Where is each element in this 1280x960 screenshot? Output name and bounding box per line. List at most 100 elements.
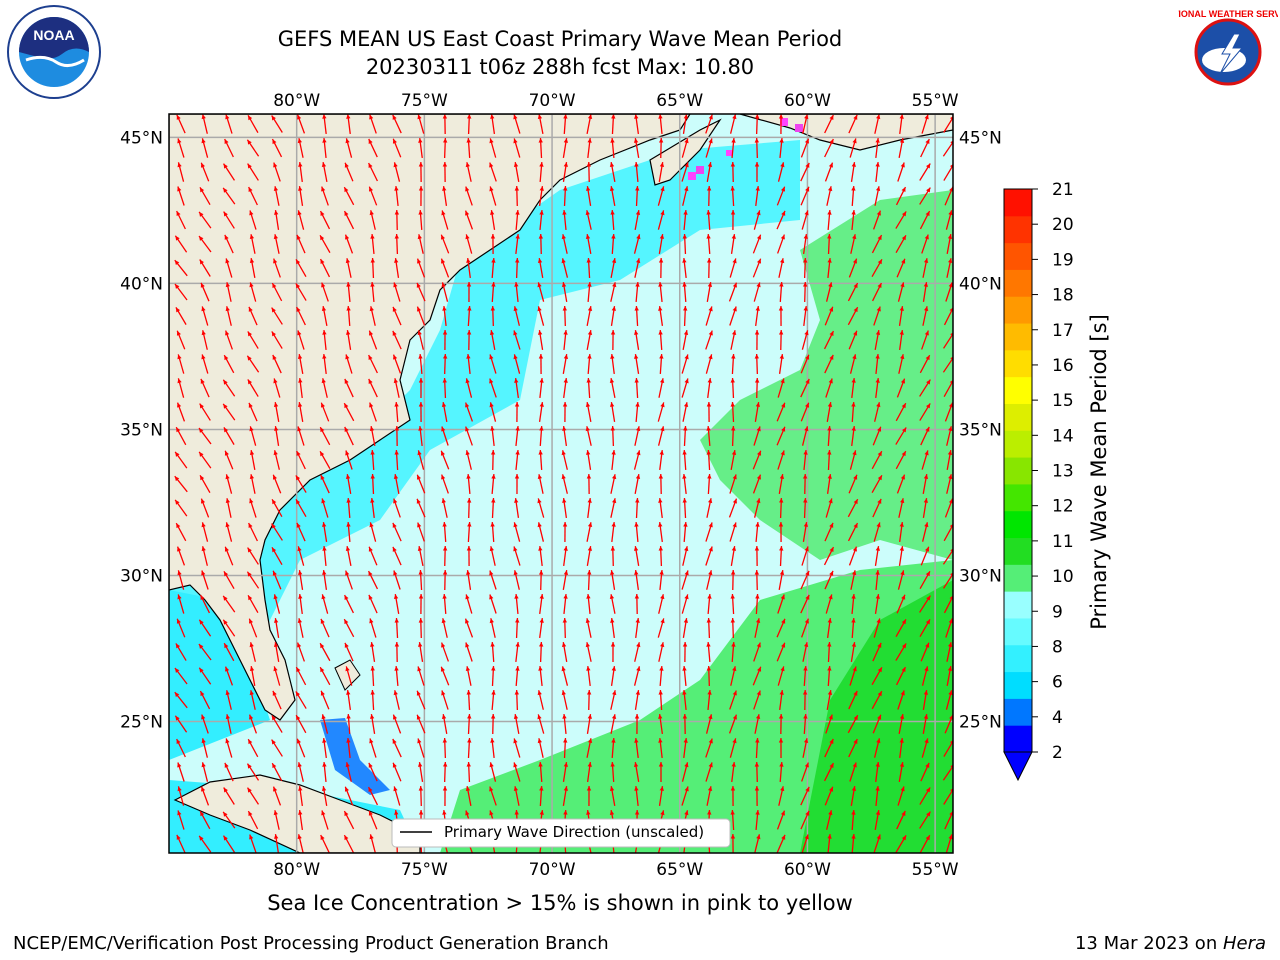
wave-vector-head bbox=[441, 282, 446, 288]
wave-vector-head bbox=[489, 810, 494, 816]
wave-vector-head bbox=[948, 618, 953, 624]
wave-vector-head bbox=[249, 210, 254, 216]
wave-vector-head bbox=[901, 403, 906, 409]
wave-vector-head bbox=[200, 811, 205, 817]
wave-vector-head bbox=[297, 402, 303, 407]
wave-vector-head bbox=[466, 138, 471, 143]
wave-vector-head bbox=[370, 258, 375, 263]
wave-vector-head bbox=[176, 618, 181, 624]
wave-vector-head bbox=[924, 306, 929, 312]
colorbar-segment bbox=[1004, 376, 1032, 404]
wave-vector-head bbox=[198, 428, 204, 433]
wave-vector-head bbox=[537, 690, 542, 696]
wave-vector-head bbox=[708, 138, 713, 144]
wave-vector-head bbox=[320, 211, 325, 217]
wave-vector-head bbox=[321, 498, 326, 504]
wave-vector-head bbox=[296, 522, 301, 528]
wave-vector-head bbox=[658, 762, 664, 767]
wave-vector-head bbox=[369, 714, 375, 719]
wave-vector-head bbox=[805, 186, 810, 192]
colorbar-segment bbox=[1004, 725, 1032, 753]
wave-vector-head bbox=[513, 306, 518, 312]
wave-vector-head bbox=[803, 522, 809, 527]
colorbar-segment bbox=[1004, 269, 1032, 297]
wave-vector-head bbox=[514, 690, 519, 695]
wave-vector-head bbox=[489, 138, 494, 144]
wave-vector-head bbox=[586, 378, 591, 383]
noaa-logo: NOAA bbox=[7, 5, 101, 99]
wave-vector-head bbox=[901, 211, 907, 217]
wave-vector-head bbox=[322, 546, 327, 551]
wave-vector-head bbox=[875, 570, 880, 575]
wave-vector-head bbox=[754, 330, 760, 335]
wave-vector-head bbox=[561, 450, 566, 456]
wave-vector-head bbox=[585, 402, 591, 407]
wave-vector-head bbox=[225, 474, 230, 480]
wave-vector-head bbox=[513, 762, 518, 768]
wave-vector-head bbox=[465, 786, 471, 792]
wave-vector-head bbox=[368, 571, 373, 577]
wave-vector-head bbox=[756, 642, 761, 648]
wave-vector-head bbox=[682, 258, 687, 263]
wave-vector-head bbox=[274, 834, 279, 839]
wave-vector-head bbox=[345, 474, 351, 479]
wave-vector-head bbox=[515, 450, 520, 455]
wave-vector-head bbox=[272, 499, 277, 505]
wave-vector-head bbox=[393, 354, 398, 360]
wave-vector-head bbox=[633, 546, 639, 551]
wave-vector-head bbox=[345, 258, 351, 264]
sea-ice-cell bbox=[780, 118, 788, 126]
wave-vector-head bbox=[851, 210, 856, 215]
wave-vector-head bbox=[369, 306, 374, 312]
wave-vector-head bbox=[223, 427, 229, 433]
wave-vector-head bbox=[175, 715, 180, 721]
wave-vector-head bbox=[803, 738, 809, 744]
wave-vector-head bbox=[201, 330, 206, 336]
wave-vector-head bbox=[779, 762, 784, 767]
wave-vector-head bbox=[514, 186, 520, 191]
wave-vector-head bbox=[682, 474, 687, 479]
wave-vector-head bbox=[562, 522, 568, 527]
wave-vector-head bbox=[682, 498, 687, 503]
wave-vector-head bbox=[609, 186, 615, 191]
wave-vector-head bbox=[418, 402, 424, 407]
wave-vector-head bbox=[684, 186, 689, 192]
wave-vector-head bbox=[515, 210, 520, 215]
wave-vector-head bbox=[754, 138, 759, 143]
wave-vector-head bbox=[684, 570, 689, 576]
wave-vector-head bbox=[416, 282, 421, 288]
wave-vector-head bbox=[199, 259, 204, 265]
colorbar-tick-label: 17 bbox=[1052, 321, 1074, 341]
wave-vector-head bbox=[513, 522, 518, 528]
wave-vector-head bbox=[925, 138, 930, 144]
wave-vector-head bbox=[731, 234, 736, 239]
wave-vector-head bbox=[223, 571, 229, 577]
wave-vector-head bbox=[201, 786, 206, 792]
wave-vector-head bbox=[779, 354, 784, 359]
wave-vector-head bbox=[537, 522, 542, 528]
wave-vector-head bbox=[828, 714, 833, 720]
wave-vector-head bbox=[612, 282, 617, 288]
wave-vector-head bbox=[925, 762, 930, 768]
wave-vector-head bbox=[393, 570, 398, 576]
wave-vector-head bbox=[175, 451, 180, 457]
wave-vector-head bbox=[466, 282, 472, 287]
wave-vector-head bbox=[346, 306, 351, 311]
wave-vector-head bbox=[273, 258, 278, 264]
footer-date: 13 Mar 2023 on Hera bbox=[1075, 933, 1266, 954]
wave-vector-head bbox=[707, 162, 713, 167]
wave-vector-head bbox=[272, 474, 277, 480]
wave-vector-head bbox=[514, 378, 519, 383]
wave-vector-head bbox=[781, 210, 786, 216]
wave-vector-head bbox=[344, 403, 349, 409]
wave-vector-head bbox=[899, 522, 904, 527]
wave-vector-head bbox=[177, 402, 182, 408]
wave-vector-head bbox=[514, 282, 519, 287]
wave-vector-head bbox=[780, 378, 785, 384]
wave-vector-head bbox=[200, 282, 205, 288]
wave-vector-head bbox=[225, 330, 230, 336]
wave-vector-head bbox=[418, 186, 424, 191]
wave-vector-head bbox=[804, 762, 809, 768]
wave-vector-head bbox=[466, 498, 472, 503]
wave-vector-head bbox=[201, 522, 206, 528]
